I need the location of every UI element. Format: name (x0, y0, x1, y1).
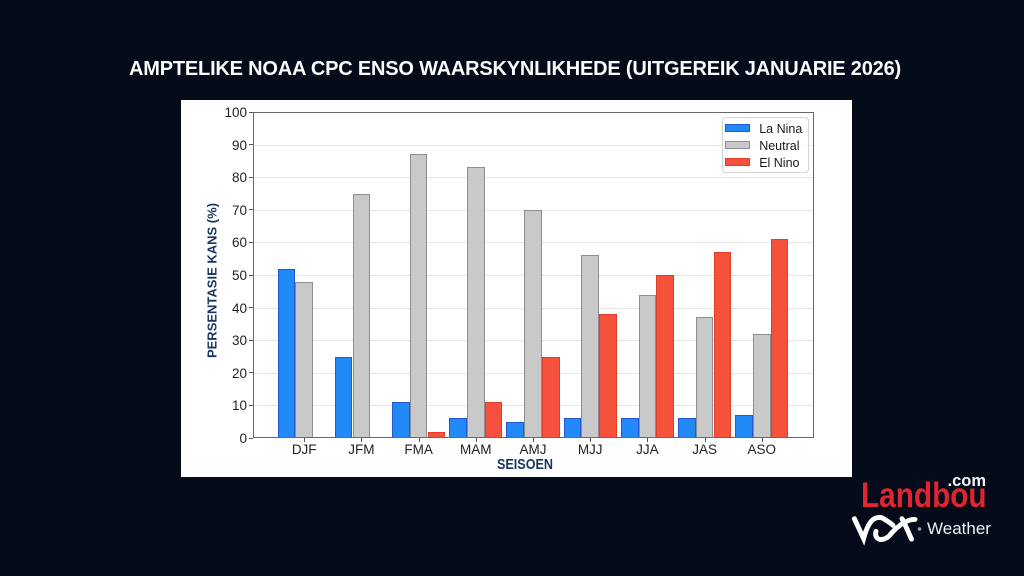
svg-text:Weather: Weather (927, 519, 991, 538)
